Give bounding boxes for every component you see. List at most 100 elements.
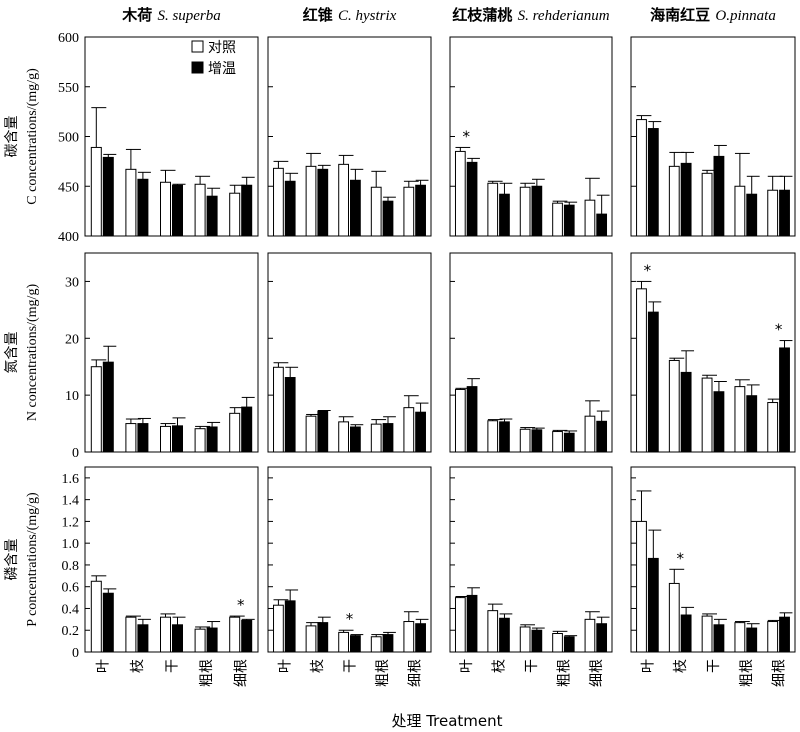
y-tick-label: 1.4 bbox=[62, 494, 80, 509]
significance-marker: * bbox=[676, 549, 684, 567]
bar-control bbox=[584, 415, 596, 453]
bar-control bbox=[636, 288, 647, 453]
bar-control bbox=[701, 172, 713, 237]
species-title: 海南红豆 O.pinnata bbox=[650, 6, 776, 24]
x-tick-label: 细根 bbox=[408, 659, 424, 687]
bar-control bbox=[584, 618, 596, 653]
species-name-latin: S. superba bbox=[157, 8, 220, 24]
bar-control bbox=[668, 582, 680, 653]
bar-control bbox=[636, 520, 647, 653]
bar-control bbox=[125, 423, 137, 453]
bar-warming bbox=[317, 622, 329, 653]
x-tick-label: 干 bbox=[706, 659, 722, 673]
species-title: 红枝蒲桃 S. rehderianum bbox=[452, 6, 609, 24]
bar-warming bbox=[102, 592, 114, 653]
panel-frame bbox=[84, 466, 259, 653]
bar-control bbox=[160, 425, 171, 453]
bar-control bbox=[160, 616, 171, 653]
y-tick-label: 550 bbox=[58, 81, 79, 96]
x-tick-label: 细根 bbox=[589, 659, 605, 687]
x-axis-title: 处理 Treatment bbox=[391, 712, 502, 730]
panel bbox=[267, 36, 432, 237]
y-tick-label: 1.6 bbox=[62, 472, 80, 487]
bar-control bbox=[734, 386, 746, 453]
bar-warming bbox=[284, 180, 296, 237]
bar-control bbox=[767, 621, 779, 653]
bar-control bbox=[701, 615, 713, 653]
bar-warming bbox=[779, 616, 790, 653]
bar-control bbox=[487, 420, 499, 453]
bar-control bbox=[487, 610, 499, 653]
bar-warming bbox=[779, 347, 790, 453]
panel-frame bbox=[84, 252, 259, 453]
panel: * bbox=[449, 36, 613, 237]
bar-control bbox=[454, 388, 466, 453]
species-name-latin: S. rehderianum bbox=[518, 8, 610, 24]
significance-marker: * bbox=[644, 261, 652, 279]
bar-warming bbox=[647, 557, 659, 653]
bar-control bbox=[125, 616, 137, 653]
bar-warming bbox=[596, 213, 608, 237]
bar-control bbox=[454, 597, 466, 653]
x-tick-label: 叶 bbox=[459, 659, 475, 673]
y-tick-label: 0.2 bbox=[62, 624, 80, 639]
bar-control bbox=[90, 580, 102, 653]
x-tick-label: 细根 bbox=[234, 659, 250, 687]
panel-frame bbox=[449, 466, 613, 653]
y-axis-label-cn: 碳含量 bbox=[4, 116, 20, 158]
species-title: 红锥 C. hystrix bbox=[303, 6, 397, 24]
bar-warming bbox=[499, 617, 510, 653]
bar-warming bbox=[531, 185, 543, 237]
bar-control bbox=[125, 168, 137, 237]
species-name-latin: O.pinnata bbox=[715, 8, 775, 24]
bar-warming bbox=[382, 634, 394, 653]
bar-control bbox=[403, 407, 415, 453]
bar-warming bbox=[563, 432, 575, 453]
legend-swatch bbox=[191, 40, 204, 53]
bar-control bbox=[487, 182, 499, 237]
y-axis-label-en: C concentrations/(mg/g) bbox=[25, 68, 40, 205]
bar-control bbox=[229, 192, 241, 237]
bar-warming bbox=[102, 156, 114, 237]
panel: 叶 枝 * 干 粗根 细根 bbox=[267, 466, 432, 687]
bar-warming bbox=[284, 377, 296, 453]
x-tick-label: 干 bbox=[524, 659, 540, 673]
bar-warming bbox=[284, 600, 296, 653]
species-name-cn: 红枝蒲桃 bbox=[452, 6, 517, 24]
bar-control bbox=[370, 423, 382, 453]
y-tick-label: 1.2 bbox=[62, 515, 80, 530]
bar-warming bbox=[746, 193, 758, 237]
y-tick-label: 0.4 bbox=[62, 602, 80, 617]
panel: 0 10 20 30 bbox=[65, 252, 259, 461]
bar-warming bbox=[466, 594, 478, 653]
bar-control bbox=[194, 428, 206, 453]
species-title: 木荷 S. superba bbox=[121, 6, 221, 24]
y-tick-label: 500 bbox=[58, 131, 79, 146]
bar-control bbox=[767, 189, 779, 237]
bar-warming bbox=[350, 635, 361, 653]
bar-warming bbox=[746, 627, 758, 653]
y-tick-label: 0.8 bbox=[62, 559, 80, 574]
x-tick-label: 细根 bbox=[772, 659, 788, 687]
bar-control bbox=[668, 165, 680, 237]
bar-warming bbox=[563, 636, 575, 653]
significance-marker: * bbox=[237, 596, 245, 614]
panel-frame bbox=[267, 466, 432, 653]
bar-control bbox=[734, 185, 746, 237]
y-tick-label: 450 bbox=[58, 180, 79, 195]
bar-warming bbox=[647, 128, 659, 237]
bar-warming bbox=[466, 161, 478, 237]
bar-control bbox=[338, 631, 350, 653]
species-name-cn: 海南红豆 bbox=[650, 6, 715, 24]
species-name-cn: 木荷 bbox=[121, 6, 157, 24]
bar-control bbox=[403, 186, 415, 237]
significance-marker: * bbox=[462, 127, 470, 145]
panel bbox=[267, 252, 432, 453]
bar-warming bbox=[382, 200, 394, 237]
bar-control bbox=[194, 628, 206, 653]
y-axis-label-en: P concentrations/(mg/g) bbox=[25, 492, 40, 627]
bar-control bbox=[229, 412, 241, 453]
y-tick-label: 20 bbox=[65, 332, 79, 347]
bar-warming bbox=[350, 426, 361, 453]
